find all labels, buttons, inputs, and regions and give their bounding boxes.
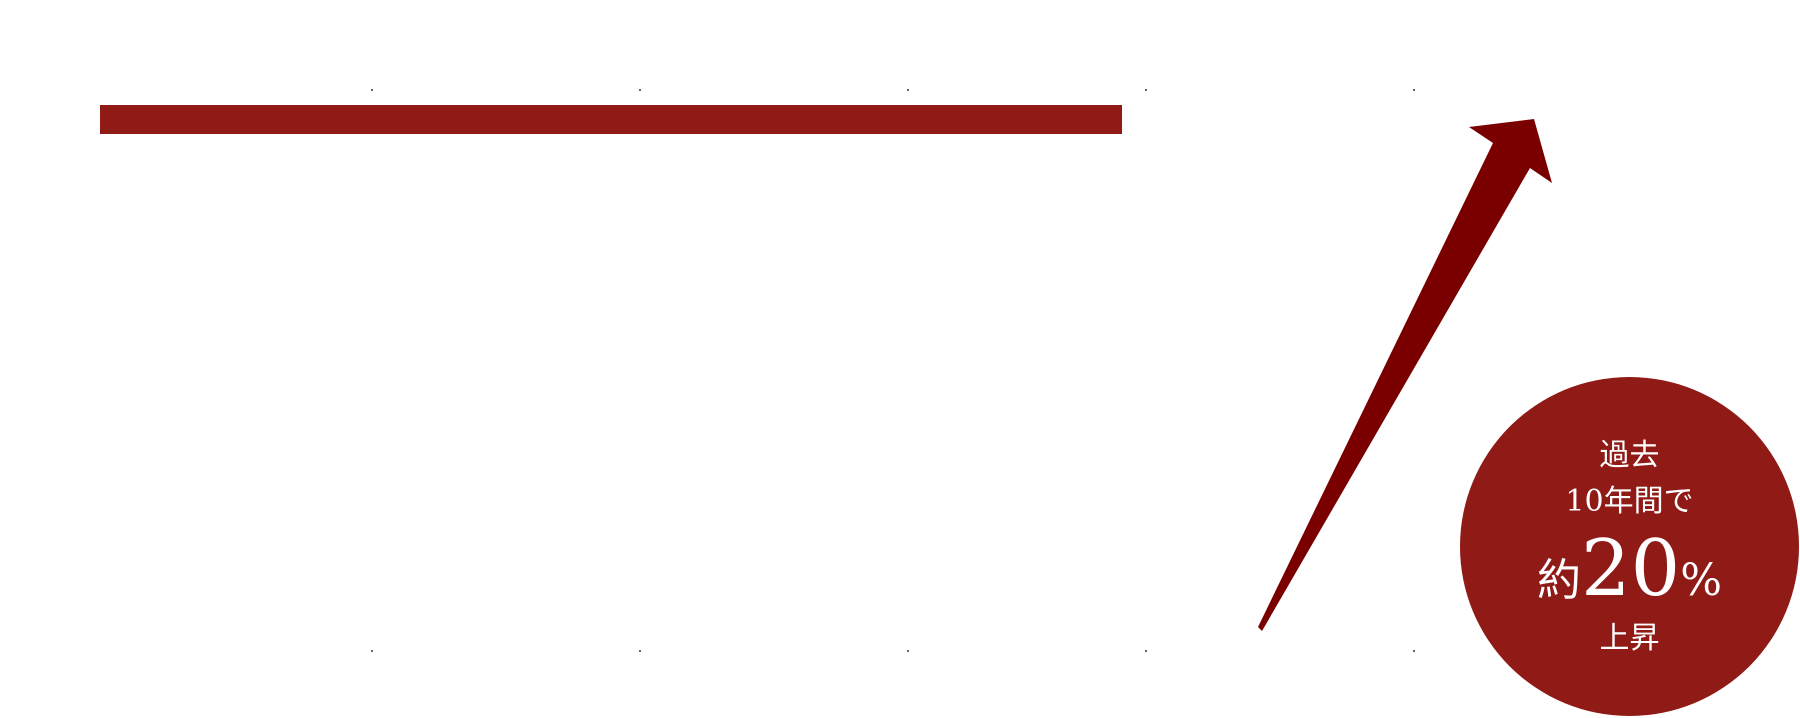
horizontal-bar <box>100 105 1122 134</box>
tick-mark <box>639 650 641 652</box>
growth-badge: 過去 10年間で 約20% 上昇 <box>1460 377 1799 716</box>
badge-period-label: 過去 <box>1599 438 1660 473</box>
badge-years-label: 10年間で <box>1565 484 1694 519</box>
tick-mark <box>371 650 373 652</box>
badge-percent-value: 20 <box>1580 524 1681 614</box>
badge-value-line: 約20% <box>1460 529 1799 630</box>
tick-mark <box>1145 89 1147 91</box>
tick-mark <box>1413 650 1415 652</box>
tick-mark <box>907 89 909 91</box>
tick-mark <box>639 89 641 91</box>
badge-rise-label: 上昇 <box>1599 621 1660 656</box>
tick-mark <box>907 650 909 652</box>
badge-approx-label: 約 <box>1536 555 1581 606</box>
badge-percent-sign: % <box>1680 555 1723 606</box>
tick-mark <box>1413 89 1415 91</box>
tick-mark <box>1145 650 1147 652</box>
tick-mark <box>371 89 373 91</box>
